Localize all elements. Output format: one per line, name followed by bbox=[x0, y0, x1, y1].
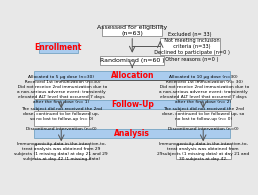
Text: Randomised (n=60 ): Randomised (n=60 ) bbox=[100, 58, 165, 63]
Text: Allocated to 5 µg dose (n=30)
  Received 1st immunization (n=30)
  Did not recei: Allocated to 5 µg dose (n=30) Received 1… bbox=[15, 75, 107, 104]
Text: Immunogenicity data in the intention-to-
treat analysis was obtained from
29subj: Immunogenicity data in the intention-to-… bbox=[157, 142, 249, 161]
FancyBboxPatch shape bbox=[102, 25, 162, 36]
FancyBboxPatch shape bbox=[34, 144, 89, 159]
Text: Excluded (n= 33)
  Not meeting inclusion
  criteria (n=33)
  Declined to partici: Excluded (n= 33) Not meeting inclusion c… bbox=[151, 32, 230, 62]
Text: Immunogenicity data in the intention-to-
treat analysis was obtained from 29
sub: Immunogenicity data in the intention-to-… bbox=[14, 142, 108, 161]
FancyBboxPatch shape bbox=[176, 111, 231, 126]
Text: Allocated to 10 µg dose (n=30)
  Received 1st immunization (n= 30)
  Did not rec: Allocated to 10 µg dose (n=30) Received … bbox=[157, 75, 249, 104]
FancyBboxPatch shape bbox=[176, 80, 231, 99]
Text: The subject did not received the 2nd
dose, continued to be followed up,
so no lo: The subject did not received the 2nd dos… bbox=[21, 107, 102, 130]
FancyBboxPatch shape bbox=[34, 129, 230, 138]
FancyBboxPatch shape bbox=[39, 42, 78, 53]
Text: Enrollment: Enrollment bbox=[35, 43, 82, 52]
Text: The subject did not received the 2nd
dose, continued to be followed up, so
no lo: The subject did not received the 2nd dos… bbox=[162, 107, 244, 130]
Text: Follow-Up: Follow-Up bbox=[111, 100, 154, 109]
FancyBboxPatch shape bbox=[34, 100, 230, 109]
FancyBboxPatch shape bbox=[34, 111, 89, 126]
FancyBboxPatch shape bbox=[160, 38, 220, 55]
FancyBboxPatch shape bbox=[34, 71, 230, 80]
FancyBboxPatch shape bbox=[176, 144, 231, 159]
FancyBboxPatch shape bbox=[34, 80, 89, 99]
Text: Allocation: Allocation bbox=[110, 71, 154, 80]
Text: Analysis: Analysis bbox=[114, 129, 150, 138]
FancyBboxPatch shape bbox=[100, 56, 164, 65]
Text: Assessed for eligibility
(n=63): Assessed for eligibility (n=63) bbox=[97, 25, 167, 36]
